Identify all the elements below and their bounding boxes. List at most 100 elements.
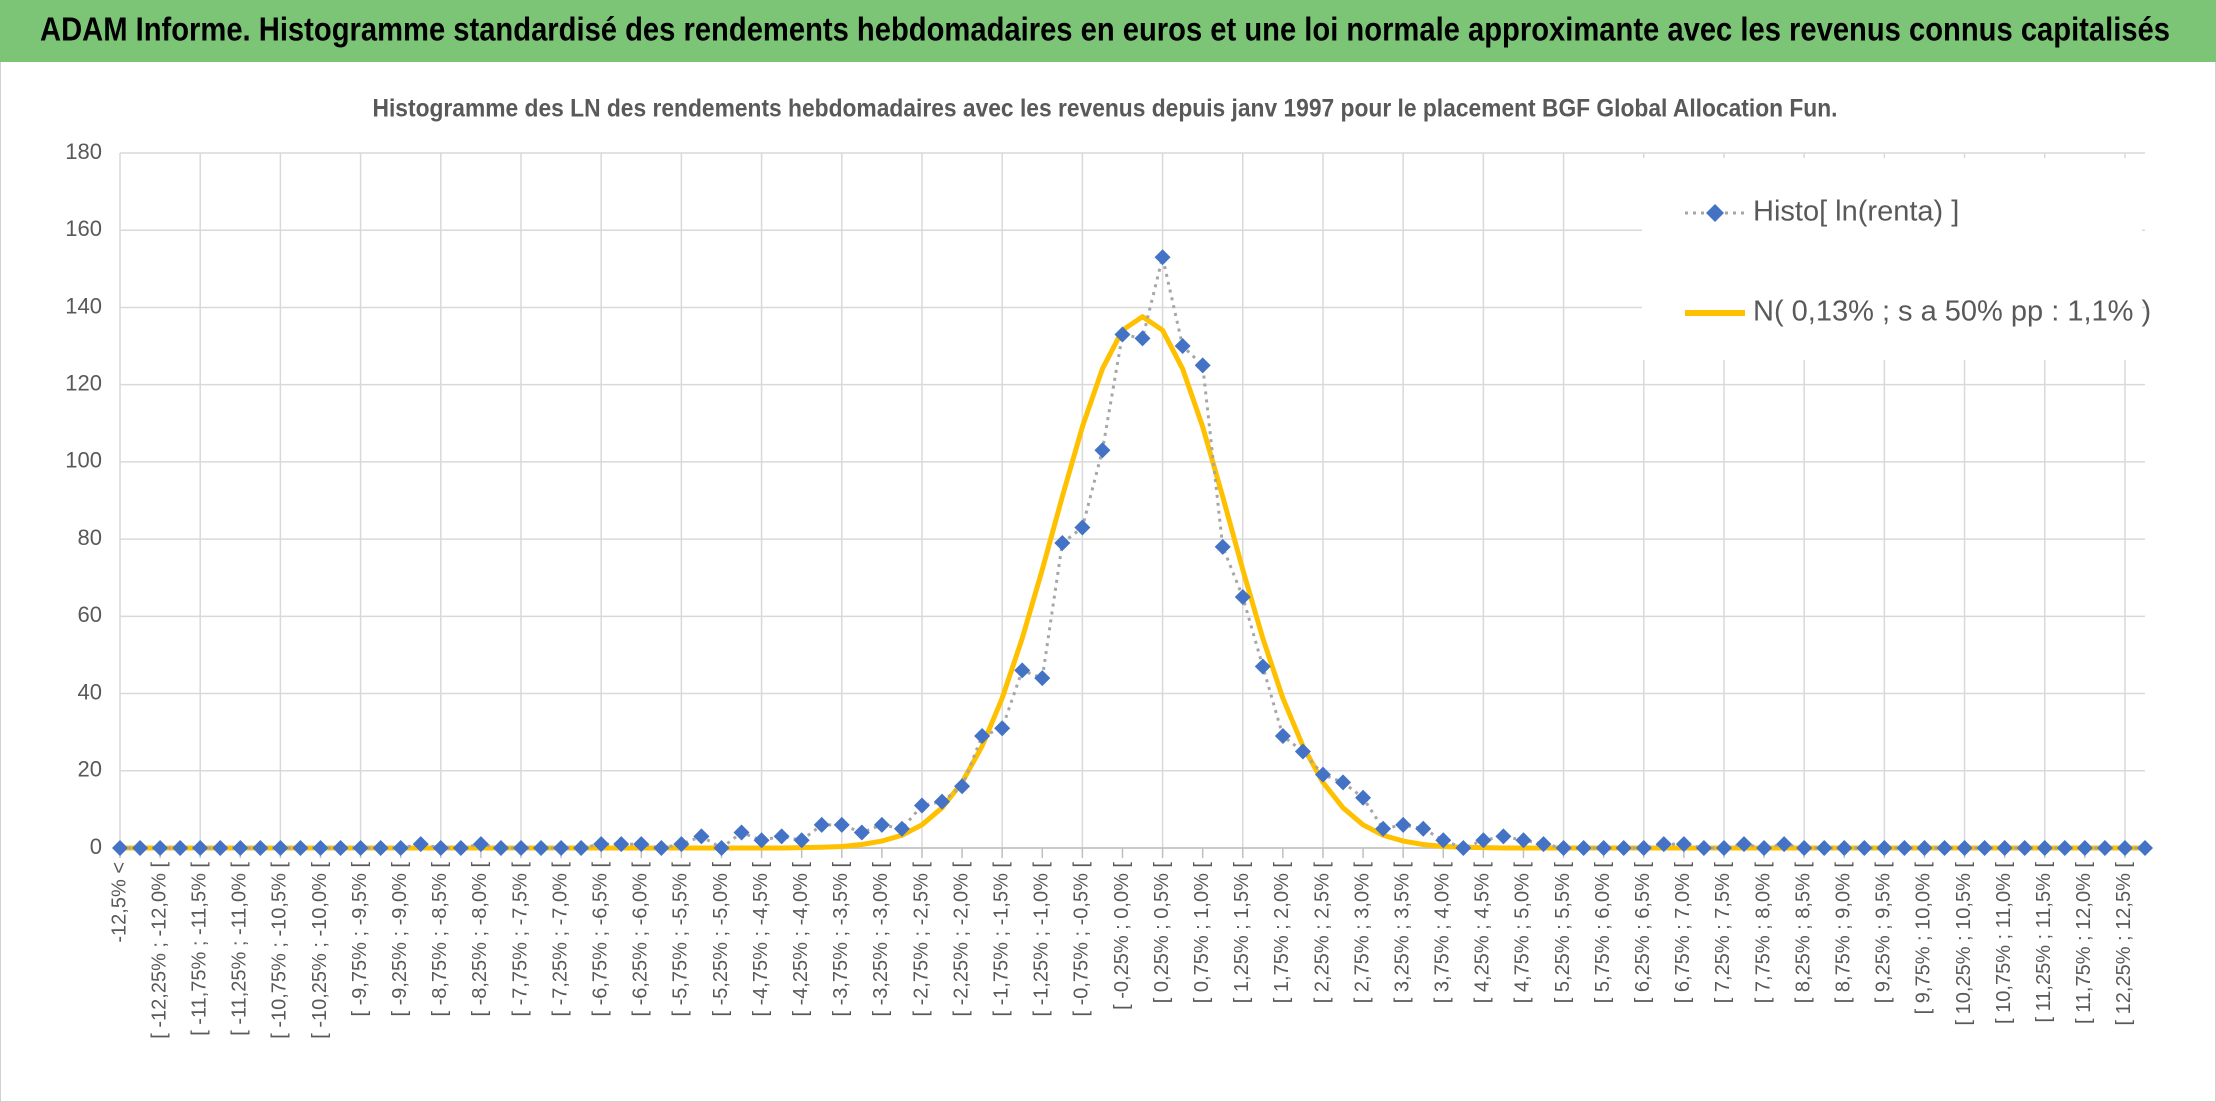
data-point [934, 793, 951, 810]
data-point [1615, 840, 1632, 856]
data-point [1635, 840, 1652, 856]
data-point [1756, 840, 1773, 856]
data-point [753, 832, 770, 849]
data-point [1054, 534, 1071, 551]
x-tick-label: [ 3,25% ; 3,5% [ [1391, 862, 1413, 1004]
data-point [1074, 519, 1091, 536]
data-point [172, 840, 189, 856]
x-tick-label: [ -7,75% ; -7,5% [ [509, 862, 531, 1017]
data-point [573, 840, 590, 856]
x-tick-label: [ 8,75% ; 9,0% [ [1833, 862, 1855, 1004]
data-point [1956, 840, 1973, 856]
x-tick-label: [ 7,75% ; 8,0% [ [1752, 862, 1774, 1004]
chart-title: Histogramme des LN des rendements hebdom… [373, 95, 1838, 123]
data-point [853, 824, 870, 841]
data-point [1896, 840, 1913, 856]
data-point [693, 828, 710, 845]
data-point [673, 836, 690, 853]
data-point [272, 840, 289, 856]
x-tick-label: [ -6,75% ; -6,5% [ [589, 862, 611, 1017]
data-point [1475, 832, 1492, 849]
x-tick-label: [ -10,75% ; -10,5% [ [269, 862, 291, 1039]
data-point [1675, 836, 1692, 853]
data-point [873, 816, 890, 833]
legend-label: Histo[ ln(renta) ] [1753, 196, 1959, 228]
data-point [653, 840, 670, 856]
y-tick-label: 120 [65, 370, 102, 395]
data-point [2096, 840, 2113, 856]
data-point [192, 840, 209, 856]
data-point [613, 836, 630, 853]
data-point [1916, 840, 1933, 856]
data-point [954, 778, 971, 795]
x-tick-label: [ 10,75% ; 11,0% [ [1993, 862, 2015, 1024]
legend-marker [1706, 204, 1724, 222]
data-point [553, 840, 570, 856]
x-tick-label: [ -4,75% ; -4,5% [ [750, 862, 772, 1017]
x-tick-label: [ 4,25% ; 4,5% [ [1472, 862, 1494, 1004]
data-point [1455, 840, 1472, 856]
data-point [232, 840, 249, 856]
y-tick-label: 60 [78, 602, 102, 627]
x-tick-label: [ 9,75% ; 10,0% [ [1913, 862, 1935, 1015]
x-tick-label: [ -5,25% ; -5,0% [ [710, 862, 732, 1017]
data-point [1014, 662, 1031, 679]
data-point [1856, 840, 1873, 856]
data-point [813, 816, 830, 833]
data-point [332, 840, 349, 856]
data-point [212, 840, 229, 856]
data-point [472, 836, 489, 853]
data-point [2036, 840, 2053, 856]
y-tick-label: 40 [78, 679, 102, 704]
data-point [1194, 357, 1211, 374]
legend-label: N( 0,13% ; s a 50% pp : 1,1% ) [1753, 296, 2151, 328]
data-point [1415, 820, 1432, 837]
y-tick-label: 100 [65, 448, 102, 473]
x-tick-label: [ -2,75% ; -2,5% [ [910, 862, 932, 1017]
x-tick-label: [ 0,75% ; 1,0% [ [1191, 862, 1213, 1004]
x-tick-label: [ 5,25% ; 5,5% [ [1552, 862, 1574, 1004]
legend-box [1642, 158, 2142, 360]
data-point [1114, 326, 1131, 343]
data-point [773, 828, 790, 845]
x-tick-label: [ -9,25% ; -9,0% [ [389, 862, 411, 1017]
data-point [1355, 789, 1372, 806]
x-tick-label: [ 4,75% ; 5,0% [ [1512, 862, 1534, 1004]
x-tick-label: [ 6,25% ; 6,5% [ [1632, 862, 1654, 1004]
x-tick-label: [ -4,25% ; -4,0% [ [790, 862, 812, 1017]
data-point [1214, 538, 1231, 555]
y-tick-label: 0 [90, 834, 102, 859]
data-point [512, 840, 529, 856]
x-tick-label: [ 1,75% ; 2,0% [ [1271, 862, 1293, 1004]
x-tick-label: [ -5,75% ; -5,5% [ [670, 862, 692, 1017]
data-point [1936, 840, 1953, 856]
data-point [372, 840, 389, 856]
data-point [2137, 840, 2153, 856]
data-point [1094, 442, 1111, 459]
x-tick-label: [ -7,25% ; -7,0% [ [549, 862, 571, 1017]
x-tick-label: [ 1,25% ; 1,5% [ [1231, 862, 1253, 1004]
y-tick-label: 180 [65, 139, 102, 164]
data-point [2056, 840, 2073, 856]
data-point [1134, 330, 1151, 347]
data-point [1435, 832, 1452, 849]
header-band [0, 0, 2216, 62]
x-tick-label: [ 3,75% ; 4,0% [ [1432, 862, 1454, 1004]
data-point [1816, 840, 1833, 856]
data-point [1535, 836, 1552, 853]
data-point [1274, 728, 1291, 745]
data-point [633, 836, 650, 853]
data-point [733, 824, 750, 841]
data-point [132, 840, 149, 856]
data-point [1976, 840, 1993, 856]
data-point [492, 840, 509, 856]
x-tick-label: [ 11,75% ; 12,0% [ [2073, 862, 2095, 1024]
data-point [1294, 743, 1311, 760]
x-tick-label: [ -0,75% ; -0,5% [ [1071, 862, 1093, 1017]
data-point [793, 832, 810, 849]
data-point [1495, 828, 1512, 845]
data-point [1335, 774, 1352, 791]
data-point [1836, 840, 1853, 856]
data-point [893, 820, 910, 837]
